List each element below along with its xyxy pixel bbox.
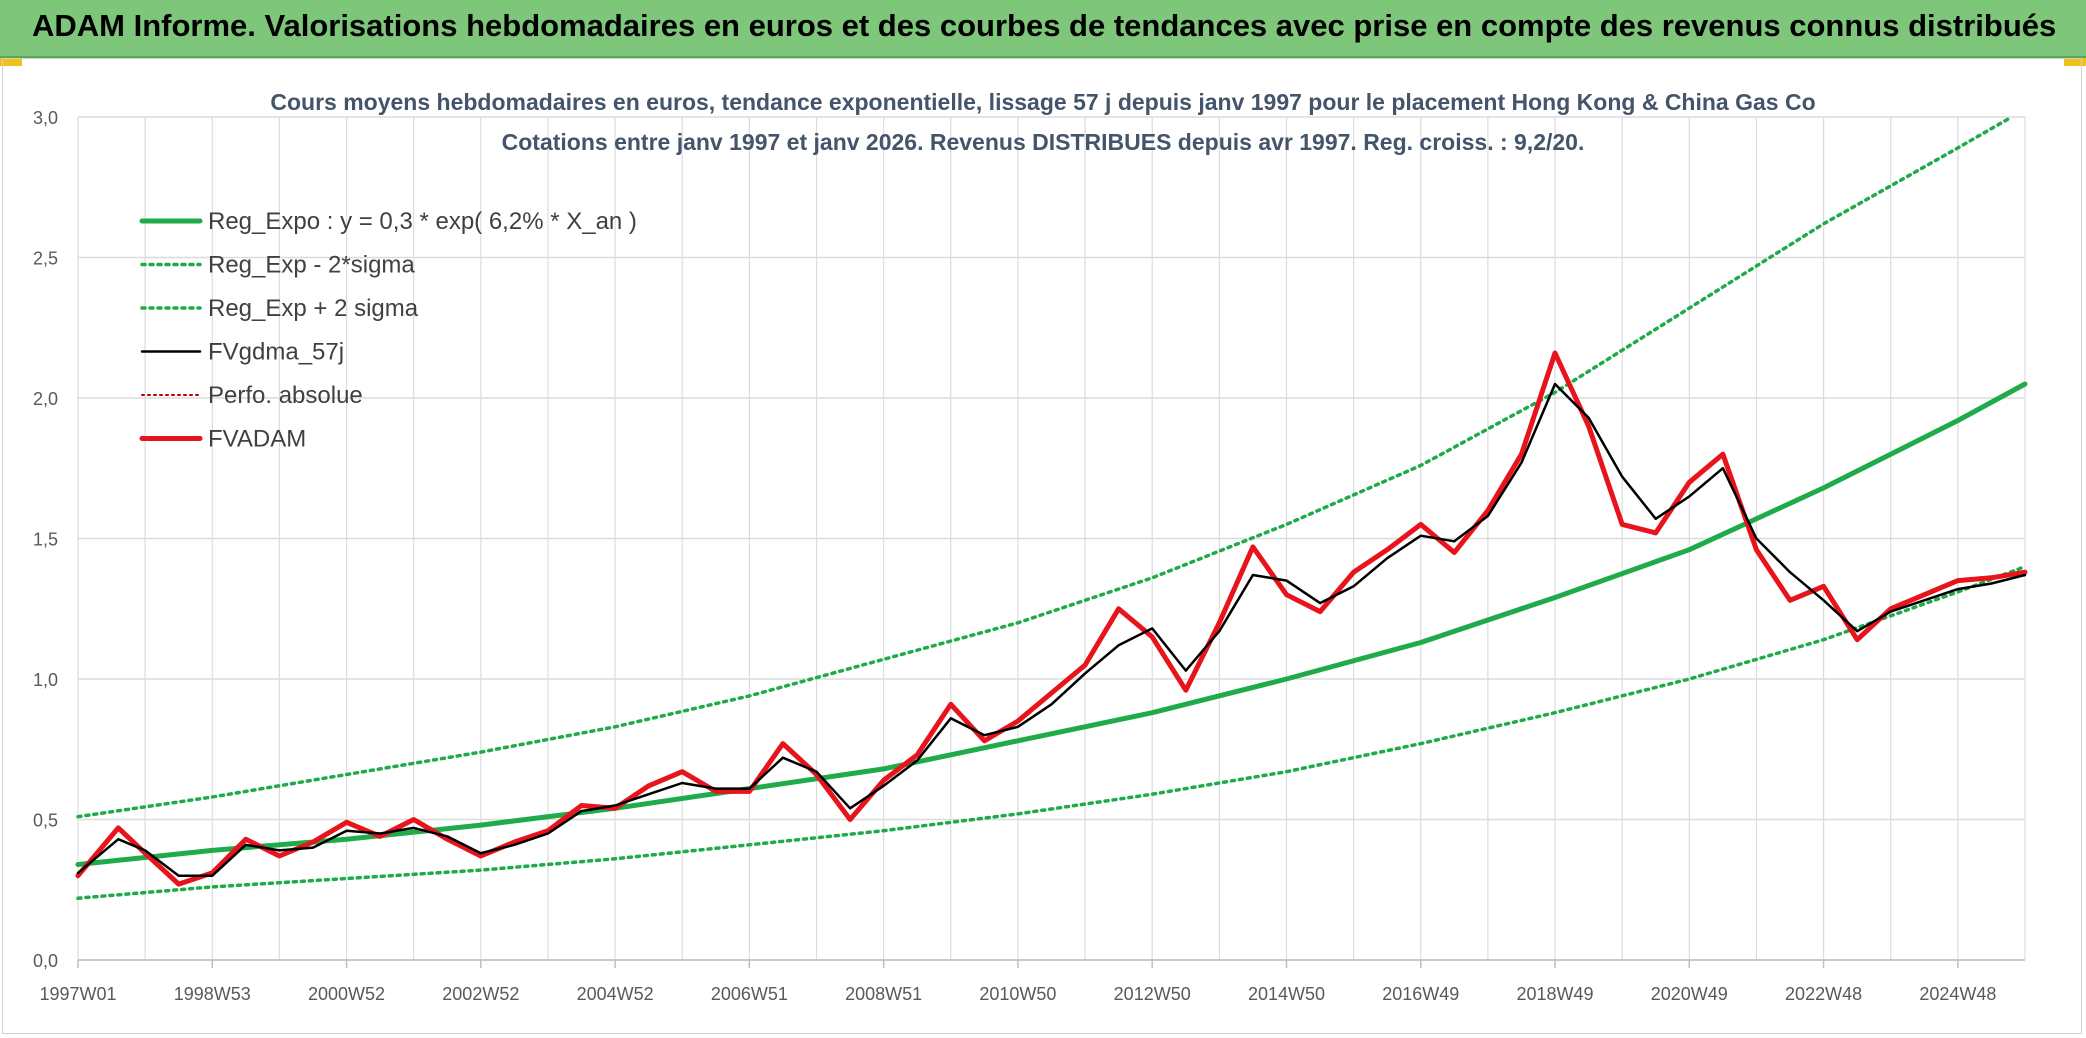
legend-label-3: FVgdma_57j — [208, 339, 344, 366]
y-tick-label: 0,0 — [33, 951, 58, 971]
y-tick-label: 2,5 — [33, 249, 58, 269]
y-tick-label: 3,0 — [33, 108, 58, 128]
x-tick-label: 2008W51 — [845, 984, 922, 1004]
series-line-3 — [76, 382, 2027, 877]
series-line-2 — [76, 115, 2014, 819]
x-tick-label: 2020W49 — [1651, 984, 1728, 1004]
series-lines — [75, 115, 2028, 900]
x-tick-label: 2010W50 — [979, 984, 1056, 1004]
legend-label-5: FVADAM — [208, 426, 306, 453]
y-tick-label: 1,0 — [33, 670, 58, 690]
x-tick-label: 2004W52 — [577, 984, 654, 1004]
x-tick-label: 2002W52 — [442, 984, 519, 1004]
chart-frame — [2, 58, 2082, 1034]
chart-title-line-2: Cotations entre janv 1997 et janv 2026. … — [502, 129, 1585, 155]
x-tick-label: 2022W48 — [1785, 984, 1862, 1004]
legend-label-0: Reg_Expo : y = 0,3 * exp( 6,2% * X_an ) — [208, 208, 637, 235]
x-tick-label: 2000W52 — [308, 984, 385, 1004]
series-line-0 — [75, 381, 2028, 867]
legend-label-4: Perfo. absolue — [208, 382, 363, 409]
chart-title-line-1: Cours moyens hebdomadaires en euros, ten… — [270, 89, 1815, 115]
x-tick-label: 2006W51 — [711, 984, 788, 1004]
legend-label-2: Reg_Exp + 2 sigma — [208, 295, 419, 322]
corner-accent-left — [0, 58, 22, 66]
y-tick-label: 2,0 — [33, 389, 58, 409]
axes: 0,0 0,5 1,0 1,5 2,0 2,5 3,0 1997W01 1998W53 2000W… — [33, 108, 2025, 1004]
corner-accent-right — [2064, 58, 2086, 66]
x-tick-label: 1997W01 — [39, 984, 116, 1004]
x-tick-label: 2016W49 — [1382, 984, 1459, 1004]
legend: Reg_Expo : y = 0,3 * exp( 6,2% * X_an ) R… — [139, 208, 637, 453]
series-line-1 — [76, 564, 2027, 900]
x-tick-label: 1998W53 — [174, 984, 251, 1004]
x-tick-label: 2018W49 — [1517, 984, 1594, 1004]
legend-label-1: Reg_Exp - 2*sigma — [208, 252, 415, 279]
x-tick-label: 2024W48 — [1919, 984, 1996, 1004]
gridlines — [77, 116, 2026, 961]
y-tick-label: 0,5 — [33, 811, 58, 831]
report-title: ADAM Informe. Valorisations hebdomadaire… — [32, 8, 2057, 43]
series-line-5 — [75, 350, 2028, 887]
y-tick-label: 1,5 — [33, 530, 58, 550]
x-tick-label: 2014W50 — [1248, 984, 1325, 1004]
report-banner: ADAM Informe. Valorisations hebdomadaire… — [0, 0, 2086, 58]
x-tick-label: 2012W50 — [1114, 984, 1191, 1004]
